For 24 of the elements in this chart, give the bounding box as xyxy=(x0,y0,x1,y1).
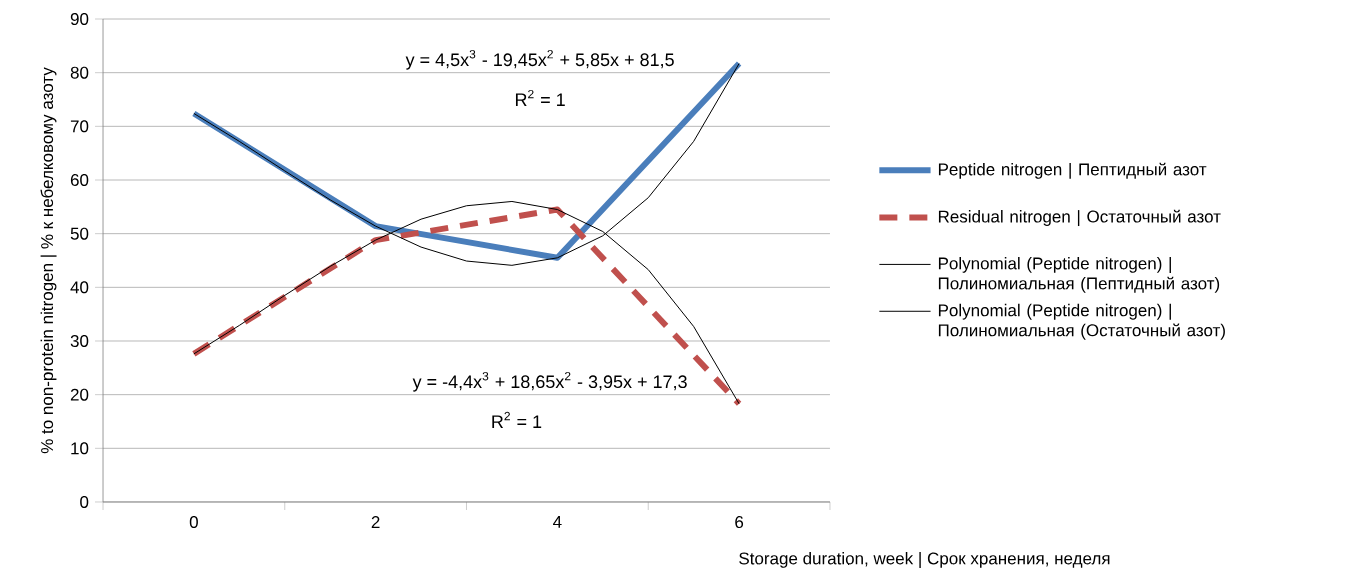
x-tick-label: 4 xyxy=(553,516,562,528)
x-axis-title: Storage duration, week | Срок хранения, неделя xyxy=(739,551,1110,568)
y-tick-label: 40 xyxy=(70,281,89,294)
annotation: R$^{2}$ = 1 xyxy=(515,89,565,106)
legend-label: Peptide nitrogen | Пептидный азот xyxy=(938,162,1207,179)
y-tick-label: 80 xyxy=(70,66,89,79)
y-axis-title: % to non-protein nitrogen | % к небелковому азоту xyxy=(40,67,57,454)
y-tick-label: 10 xyxy=(71,442,89,455)
annotation: y = -4,4x$^{3}$ + 18,65x$^{2}$ - 3,95x + 17,3 xyxy=(412,371,687,392)
y-tick-label: 30 xyxy=(70,334,89,347)
annotation: y = 4,5x$^{3}$ - 19,45x$^{2}$ + 5,85x + 81,5 xyxy=(405,49,674,70)
x-tick-label: 2 xyxy=(371,516,380,528)
x-tick-label: 6 xyxy=(735,516,744,529)
x-tick-label: 0 xyxy=(189,516,198,529)
y-tick-label: 50 xyxy=(70,227,89,240)
legend-label: Polynomial (Peptide nitrogen) | Полиномиальная (Остаточный азот) xyxy=(938,303,1225,340)
legend-label: Residual nitrogen | Остаточный азот xyxy=(938,209,1221,227)
y-tick-label: 0 xyxy=(80,495,89,508)
legend-label: Polynomial (Peptide nitrogen) | Полиномиальная (Пептидный азот) xyxy=(938,256,1220,293)
y-tick-label: 70 xyxy=(70,120,89,133)
y-tick-label: 60 xyxy=(70,174,89,187)
y-tick-label: 90 xyxy=(70,13,89,26)
annotation: R$^{2}$ = 1 xyxy=(492,411,542,428)
y-tick-label: 20 xyxy=(70,388,89,401)
